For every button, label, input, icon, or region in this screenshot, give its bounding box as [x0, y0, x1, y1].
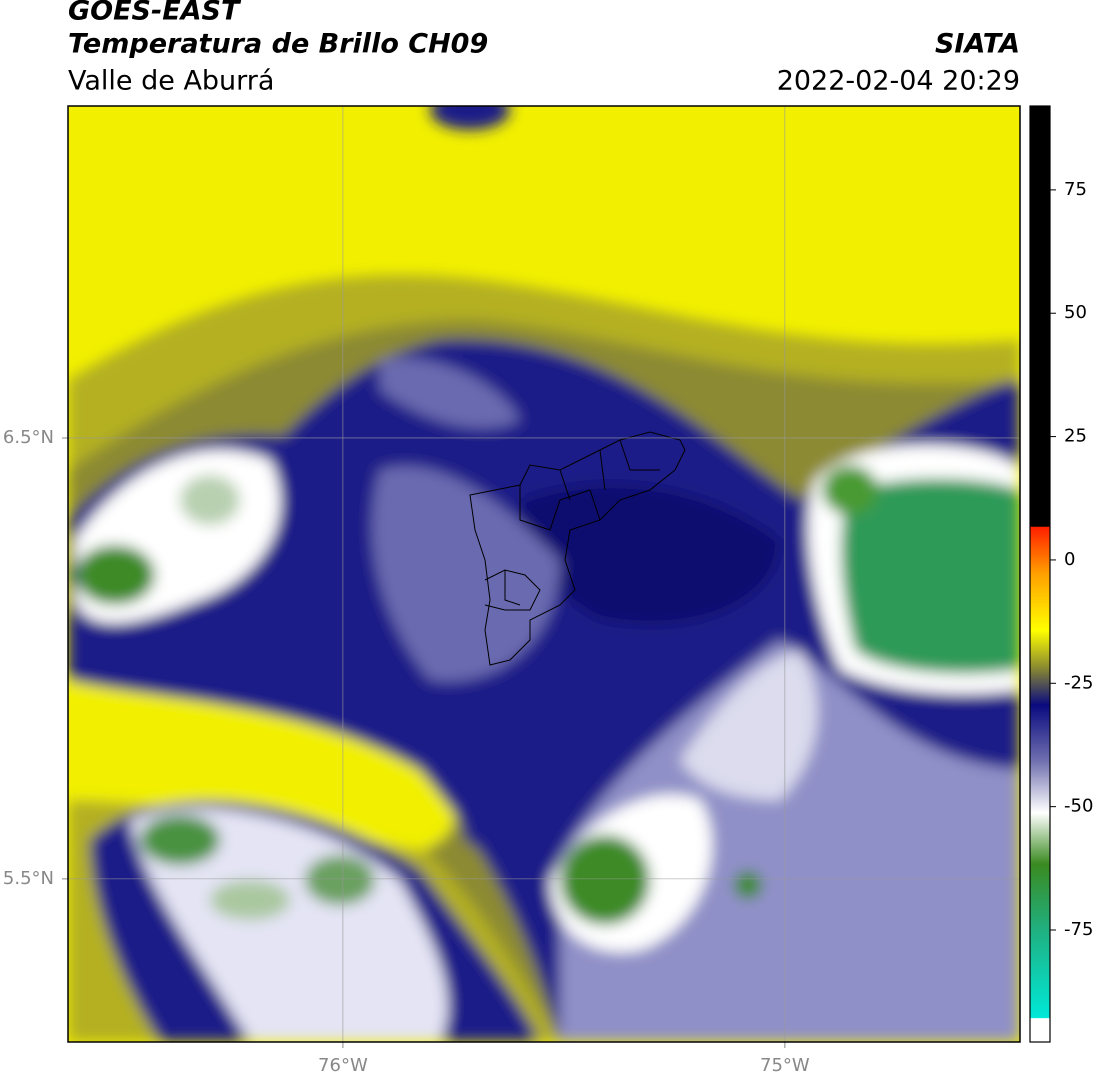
source: SIATA [935, 29, 1020, 60]
colorbar-tick-label: 75 [1064, 179, 1087, 200]
datetime: 2022-02-04 20:29 [777, 66, 1020, 97]
title: GOES-EAST [68, 0, 242, 27]
colorbar-tick-label: 25 [1064, 426, 1087, 447]
region: Valle de Aburrá [68, 66, 274, 97]
colorbar [1029, 105, 1051, 1043]
colorbar-tick-label: 50 [1064, 302, 1087, 323]
y-tick-label: 5.5°N [3, 868, 54, 889]
x-tick-label: 75°W [760, 1055, 810, 1076]
y-tick-label: 6.5°N [3, 427, 54, 448]
municipal-boundaries [469, 431, 686, 666]
subtitle: Temperatura de Brillo CH09 [68, 29, 488, 60]
colorbar-tick-label: 0 [1064, 549, 1075, 570]
satellite-field [68, 106, 1020, 1042]
colorbar-tick-label: -50 [1064, 796, 1093, 817]
colorbar-tick-label: -25 [1064, 672, 1093, 693]
x-tick-label: 76°W [318, 1055, 368, 1076]
colorbar-tick-label: -75 [1064, 919, 1093, 940]
map-frame [67, 105, 1021, 1043]
